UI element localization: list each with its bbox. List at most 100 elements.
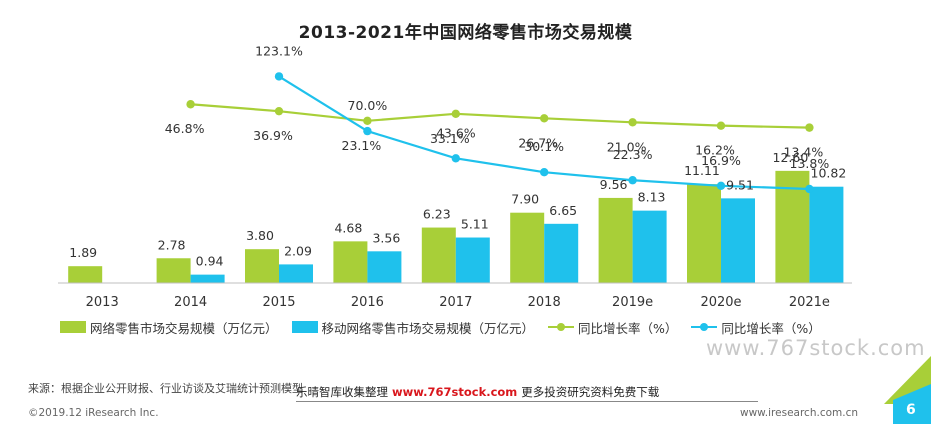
point-label-mobile-growth: 16.9% xyxy=(701,153,741,168)
bar-label-mobile: 3.56 xyxy=(372,230,400,245)
legend-item-retail-growth: 同比增长率（%） xyxy=(548,318,677,337)
legend-swatch-retail xyxy=(60,321,86,333)
bar-mobile xyxy=(544,223,579,283)
point-label-retail-growth: 36.9% xyxy=(253,128,293,143)
x-tick-label: 2014 xyxy=(174,295,207,310)
x-tick-label: 2021e xyxy=(789,295,830,310)
source-note: 来源：根据企业公开财报、行业访谈及艾瑞统计预测模型 xyxy=(28,382,303,395)
x-tick-label: 2013 xyxy=(86,295,119,310)
legend-item-mobile-growth: 同比增长率（%） xyxy=(691,318,821,337)
legend-item-mobile: 移动网络零售市场交易规模（万亿元） xyxy=(291,318,535,337)
point-retail-growth xyxy=(805,123,814,132)
point-mobile-growth xyxy=(363,126,372,136)
point-label-retail-growth: 13.4% xyxy=(784,145,824,160)
bar-label-retail: 7.90 xyxy=(511,192,539,207)
x-tick-label: 2020e xyxy=(700,295,741,310)
x-tick-label: 2017 xyxy=(439,295,472,310)
point-mobile-growth xyxy=(716,181,726,190)
legend-label-retail-growth: 同比增长率（%） xyxy=(578,320,678,336)
bar-mobile xyxy=(190,274,225,283)
bar-mobile xyxy=(632,210,667,283)
point-retail-growth xyxy=(186,100,195,109)
bar-mobile xyxy=(367,251,402,283)
point-label-mobile-growth: 70.0% xyxy=(348,98,388,113)
legend-label-retail: 网络零售市场交易规模（万亿元） xyxy=(90,320,278,336)
bars-layer xyxy=(68,170,844,283)
point-retail-growth xyxy=(540,114,549,123)
point-label-mobile-growth: 13.8% xyxy=(790,156,830,171)
bar-label-retail: 9.56 xyxy=(600,177,628,192)
bar-mobile xyxy=(809,186,844,283)
legend-swatch-retail-growth xyxy=(548,321,575,333)
legend-swatch-mobile xyxy=(291,321,318,333)
bar-retail xyxy=(245,249,279,283)
x-axis-ticks: 2013 2014 2015 2016 2017 2018 2019e 2020e 2021e xyxy=(86,295,830,310)
website-link[interactable]: www.iresearch.com.cn xyxy=(740,407,859,419)
point-label-retail-growth: 16.2% xyxy=(695,143,735,158)
point-retail-growth xyxy=(451,109,460,119)
bar-label-retail: 6.23 xyxy=(423,207,451,222)
line-retail-growth xyxy=(190,103,810,129)
bar-mobile xyxy=(279,264,313,283)
point-label-mobile-growth: 123.1% xyxy=(255,43,303,58)
legend-label-mobile: 移动网络零售市场交易规模（万亿元） xyxy=(321,320,535,336)
promo-site-link[interactable]: www.767stock.com xyxy=(392,385,518,399)
bar-label-retail: 3.80 xyxy=(246,228,274,243)
bar-retail xyxy=(687,184,721,283)
x-tick-label: 2019e xyxy=(612,295,653,310)
point-label-mobile-growth: 22.3% xyxy=(613,147,653,162)
point-label-mobile-growth: 30.1% xyxy=(524,139,564,154)
x-tick-label: 2018 xyxy=(528,295,561,310)
x-tick-label: 2015 xyxy=(262,295,295,310)
point-mobile-growth xyxy=(274,72,284,81)
bar-retail xyxy=(510,212,545,283)
point-label-retail-growth: 33.1% xyxy=(430,131,470,146)
bar-label-retail: 4.68 xyxy=(334,220,362,235)
bar-retail xyxy=(68,266,103,283)
bar-retail xyxy=(421,227,456,283)
chart-canvas: 1.89 2.78 0.94 3.80 2.09 4.68 3.56 6.23 5.11 7.90… xyxy=(58,43,852,310)
bar-label-retail: 12.60 xyxy=(773,150,809,165)
bar-label-mobile: 2.09 xyxy=(284,243,312,258)
point-retail-growth xyxy=(716,121,726,130)
bar-label-mobile: 0.94 xyxy=(196,254,224,269)
bar-label-mobile: 6.65 xyxy=(549,203,577,218)
bar-label-mobile: 5.11 xyxy=(461,217,489,232)
watermark: www.767stock.com xyxy=(706,336,926,360)
promo-left: 乐晴智库收集整理 xyxy=(296,385,388,399)
bar-retail xyxy=(598,197,633,283)
page-number: 6 xyxy=(906,402,916,418)
point-mobile-growth xyxy=(805,184,814,194)
chart-title: 2013-2021年中国网络零售市场交易规模 xyxy=(298,23,633,43)
bar-retail xyxy=(156,258,191,283)
bar-mobile xyxy=(721,198,755,283)
promo-divider xyxy=(296,401,758,402)
bar-label-retail: 11.11 xyxy=(684,163,720,178)
point-label-retail-growth: 46.8% xyxy=(165,121,205,136)
point-retail-growth xyxy=(628,118,637,127)
corner-green-triangle xyxy=(884,356,931,404)
bar-label-mobile: 10.82 xyxy=(811,166,847,181)
legend-item-retail: 网络零售市场交易规模（万亿元） xyxy=(60,318,278,337)
point-label-retail-growth: 21.0% xyxy=(607,139,647,154)
copyright: ©2019.12 iResearch Inc. xyxy=(28,407,159,419)
point-retail-growth xyxy=(363,116,372,126)
bar-label-retail: 2.78 xyxy=(158,237,186,252)
legend-swatch-mobile-growth xyxy=(691,321,718,333)
labels-layer: 1.89 2.78 0.94 3.80 2.09 4.68 3.56 6.23 5.11 7.90… xyxy=(69,43,846,268)
promo-text: 乐晴智库收集整理 www.767stock.com 更多投资研究资料免费下载 xyxy=(296,384,659,400)
bar-mobile xyxy=(455,237,490,283)
legend: 网络零售市场交易规模（万亿元） 移动网络零售市场交易规模（万亿元） 同比增长率（… xyxy=(60,318,835,336)
point-retail-growth xyxy=(274,106,284,116)
point-label-mobile-growth: 43.6% xyxy=(436,125,476,140)
bar-label-mobile: 8.13 xyxy=(638,190,666,205)
lines-layer xyxy=(186,72,814,194)
bar-label-mobile: 9.51 xyxy=(726,177,754,192)
x-tick-label: 2016 xyxy=(351,295,384,310)
promo-right: 更多投资研究资料免费下载 xyxy=(521,385,660,399)
legend-label-mobile-growth: 同比增长率（%） xyxy=(721,320,821,336)
bar-retail xyxy=(333,241,368,283)
point-mobile-growth xyxy=(628,176,637,185)
point-mobile-growth xyxy=(451,154,460,163)
point-label-retail-growth: 26.7% xyxy=(518,135,558,150)
